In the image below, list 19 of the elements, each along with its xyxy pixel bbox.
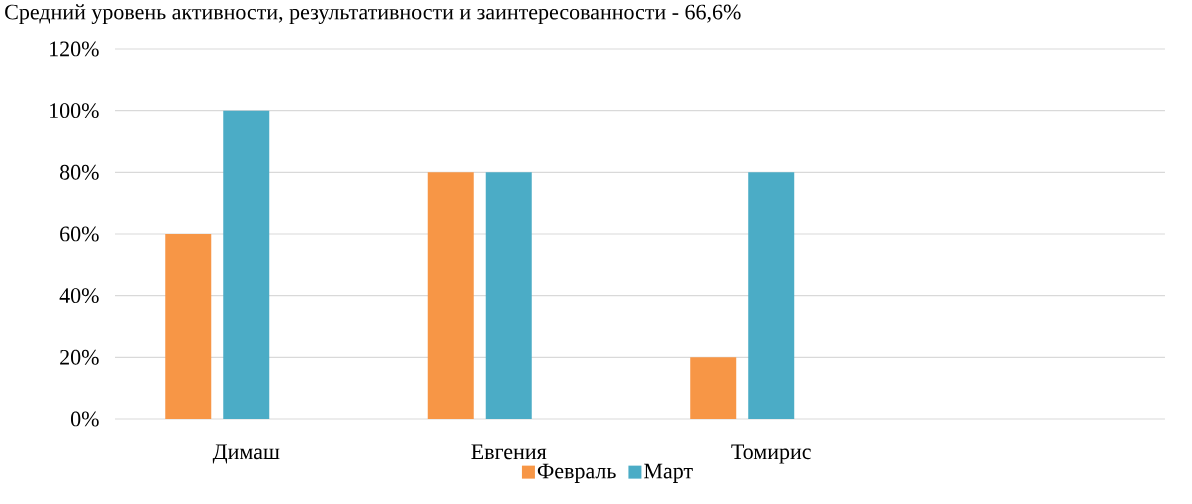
legend-label: Февраль — [537, 463, 616, 483]
x-tick-label: Томирис — [731, 444, 811, 464]
y-tick-label: 80% — [60, 164, 99, 180]
x-tick-label: Димаш — [212, 444, 280, 464]
y-tick-label: 0% — [71, 411, 99, 427]
y-tick-label: 60% — [60, 226, 99, 242]
x-tick-label: Евгения — [471, 444, 547, 460]
y-tick-label: 20% — [60, 349, 99, 365]
legend-label: Март — [644, 463, 693, 483]
chart-title: Средний уровень активности, результативности и заинтересованности - 66,6% — [5, 4, 741, 24]
y-tick-label: 40% — [59, 288, 99, 304]
bar — [427, 172, 474, 419]
y-tick-label: 120% — [50, 41, 99, 57]
bar — [690, 357, 737, 419]
y-tick-label: 100% — [50, 103, 99, 119]
bar — [748, 172, 795, 419]
bar — [485, 172, 532, 419]
bar — [223, 110, 270, 419]
bar — [165, 233, 212, 419]
